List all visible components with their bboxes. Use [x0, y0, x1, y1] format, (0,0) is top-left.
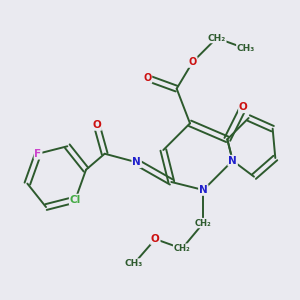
Text: CH₂: CH₂	[174, 244, 190, 253]
Text: CH₃: CH₃	[125, 259, 143, 268]
Text: O: O	[92, 120, 101, 130]
Text: O: O	[188, 57, 197, 67]
Text: N: N	[132, 157, 141, 167]
Text: Cl: Cl	[70, 195, 81, 205]
Text: O: O	[151, 234, 160, 244]
Text: O: O	[143, 73, 152, 83]
Text: CH₂: CH₂	[195, 219, 212, 228]
Text: CH₂: CH₂	[208, 34, 226, 43]
Text: F: F	[34, 149, 42, 159]
Text: CH₃: CH₃	[237, 44, 255, 53]
Text: O: O	[239, 102, 248, 112]
Text: N: N	[199, 185, 208, 195]
Text: N: N	[228, 156, 237, 166]
